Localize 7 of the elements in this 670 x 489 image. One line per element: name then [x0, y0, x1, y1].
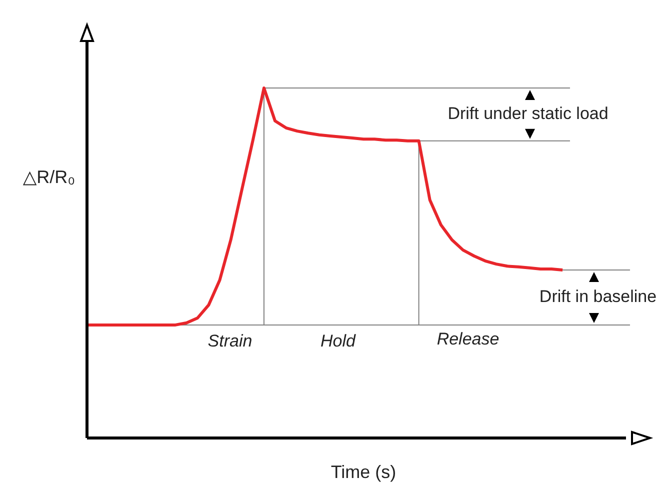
x-axis-title: Time (s) — [330, 462, 396, 482]
y-axis-title: △R/R₀ — [22, 166, 76, 187]
annotation: Drift in baseline — [539, 287, 657, 306]
annotation: Release — [436, 330, 500, 349]
annotation: Drift under static load — [448, 104, 608, 124]
annotation: Strain — [208, 332, 252, 351]
annotation: Hold — [320, 332, 356, 351]
